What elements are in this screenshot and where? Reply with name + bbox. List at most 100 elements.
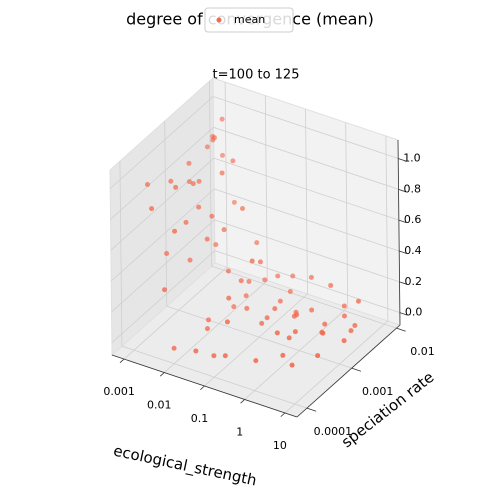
data-point [328,282,334,288]
data-point [164,250,170,256]
grid-line [213,126,399,190]
data-point [231,304,237,310]
data-point [315,353,321,359]
y-tick-label: 0.001 [362,385,394,398]
data-point [275,273,281,279]
data-point [190,181,196,187]
y-axis-label: speciation rate [338,368,437,451]
data-point [225,268,231,274]
data-point [226,295,232,301]
data-point [204,236,210,242]
data-point [286,335,292,341]
data-point [355,298,361,304]
data-point [287,289,293,295]
chart-subtitle: t=100 to 125 [213,68,300,83]
legend-label: mean [234,13,265,26]
axis-line [296,324,401,418]
data-point [341,338,347,344]
grid-line [214,250,400,314]
grid-line [109,96,214,189]
grid-line [111,219,215,313]
data-point [290,273,296,279]
data-point [309,307,315,313]
grid-line [123,266,228,360]
data-point [221,227,227,233]
data-point [230,158,236,164]
data-point [257,259,263,265]
data-point [224,319,230,325]
data-point [320,330,326,336]
data-point [341,313,347,319]
data-point [183,219,189,225]
data-point [262,277,268,283]
grid-line [119,161,123,347]
grid-line [213,96,399,159]
data-point [274,330,280,336]
data-point [187,257,193,263]
data-point [219,152,225,158]
data-point [272,306,278,312]
tick-mark [351,367,362,372]
data-point [352,322,358,328]
x-tick-label: 0.01 [147,399,172,412]
tick-mark [399,312,408,316]
data-point [222,353,228,359]
y-tick-label: 0.0001 [314,425,353,438]
grid-line [211,265,397,329]
data-point [186,160,192,166]
data-point [162,287,168,293]
data-point [292,329,298,335]
data-point [213,242,219,248]
data-point [173,184,179,190]
grid-line [214,188,400,252]
data-point [239,206,245,212]
data-point [171,345,177,351]
data-point [219,170,225,176]
data-point [253,358,259,364]
data-point [348,328,354,334]
data-point [219,116,225,122]
y-tick-label: 0.01 [410,345,435,358]
x-tick-label: 0.001 [103,385,135,398]
data-point [210,133,216,139]
tick-mark [119,358,125,364]
data-point [277,298,283,304]
tick-mark [280,412,286,417]
tick-mark [398,219,407,224]
data-point [196,178,202,184]
data-point [238,278,244,284]
data-point [341,303,347,309]
data-point [211,353,217,359]
data-point [168,178,174,184]
data-point [209,213,215,219]
tick-mark [159,372,165,377]
data-point [322,321,328,327]
data-point [243,293,249,299]
grid-line [214,219,400,283]
axes-3d: 0.001 0.01 0.1 1 10 0.0001 0.001 0.01 0.0 0.2 0.4 0… [103,76,435,452]
data-point [231,199,237,205]
axis-line [397,139,401,326]
x-axis-label: ecological_strength [112,442,259,491]
z-tick-label: 0.8 [404,182,422,195]
tick-mark [398,188,407,193]
data-point [145,182,151,188]
grid-line [345,122,349,308]
grid-line [110,157,215,251]
tick-mark [240,399,245,404]
grid-line [209,81,212,267]
grid-line [121,345,308,409]
tick-mark [396,327,406,332]
grid-line [166,305,352,369]
data-point [280,352,286,358]
data-point [172,228,178,234]
tick-mark [200,385,205,390]
data-point [249,258,255,264]
data-point [308,274,314,280]
tick-mark [399,281,408,285]
grid-line [224,82,228,268]
x-tick-label: 1 [236,425,243,438]
data-point [254,240,260,246]
data-point [193,348,199,354]
